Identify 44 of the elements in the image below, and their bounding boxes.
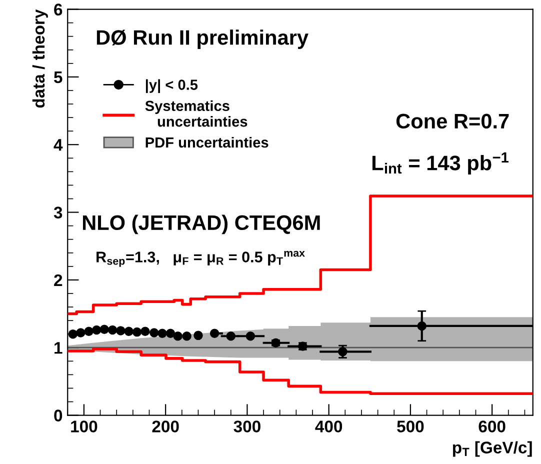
y-tick-label: 6 bbox=[54, 4, 62, 16]
annotation: L$_{int}$ = 143 pb$^{−1}$ bbox=[372, 152, 509, 174]
y-tick-label: 4 bbox=[54, 139, 63, 151]
x-tick-label: 500 bbox=[397, 420, 424, 432]
x-tick-label: 300 bbox=[234, 420, 260, 432]
point bbox=[417, 321, 426, 331]
point bbox=[158, 328, 167, 338]
x-tick-label: 600 bbox=[478, 420, 506, 432]
point bbox=[116, 326, 126, 336]
point bbox=[338, 347, 348, 356]
x-axis-title: p$_{T}$ [GeV/c] bbox=[452, 441, 532, 457]
y-tick-label: 2 bbox=[54, 274, 62, 286]
point bbox=[173, 331, 182, 341]
legend-label: Systematics uncertainties bbox=[145, 100, 248, 127]
point bbox=[124, 326, 134, 336]
y-axis-title: data / theory bbox=[32, 9, 48, 108]
text: DØ Run II preliminary bbox=[96, 30, 308, 49]
annotation: Cone R=0.7 bbox=[396, 114, 509, 129]
point bbox=[140, 326, 150, 336]
point bbox=[194, 330, 203, 340]
x-tick-label: 200 bbox=[152, 420, 179, 432]
point bbox=[166, 328, 176, 338]
point bbox=[68, 329, 78, 339]
point bbox=[132, 327, 142, 337]
y-tick-label: 3 bbox=[54, 206, 62, 219]
legend-label: PDF uncertainties bbox=[146, 136, 268, 148]
point bbox=[108, 325, 118, 335]
y-tick-label: 5 bbox=[54, 72, 62, 84]
point bbox=[182, 331, 192, 341]
y-tick-label: 1 bbox=[54, 342, 62, 354]
point bbox=[84, 326, 94, 336]
point bbox=[150, 328, 159, 338]
y-tick-label: 0 bbox=[54, 410, 62, 422]
point bbox=[226, 331, 236, 341]
point bbox=[210, 328, 220, 338]
text: R$_{sep}$=1.3, μ$_{F}$ = μ$_{R}$ = 0.5 p$_{T}$$^{max}$ bbox=[96, 250, 305, 267]
x-tick-label: 400 bbox=[315, 420, 342, 432]
legend-label: |y| < 0.5 bbox=[146, 79, 198, 94]
x-tick-label: 100 bbox=[71, 420, 98, 432]
annotation: NLO (JETRAD) CTEQ6M bbox=[82, 214, 320, 234]
point bbox=[76, 328, 86, 338]
point bbox=[246, 331, 256, 341]
point bbox=[92, 325, 102, 335]
point bbox=[100, 324, 109, 334]
